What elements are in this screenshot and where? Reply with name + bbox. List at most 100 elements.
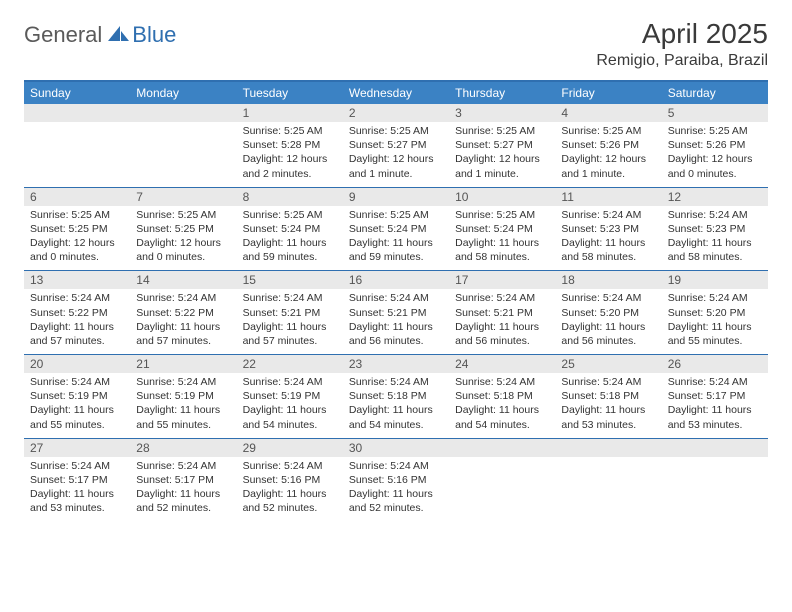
- logo: General Blue: [24, 22, 176, 48]
- sunrise-text: Sunrise: 5:25 AM: [136, 208, 230, 222]
- sunset-text: Sunset: 5:17 PM: [30, 473, 124, 487]
- sunset-text: Sunset: 5:16 PM: [349, 473, 443, 487]
- day-number: 12: [662, 188, 768, 206]
- daylight-text: Daylight: 11 hours and 58 minutes.: [455, 236, 549, 264]
- daylight-text: Daylight: 12 hours and 0 minutes.: [668, 152, 762, 180]
- day-body: Sunrise: 5:24 AMSunset: 5:23 PMDaylight:…: [555, 206, 661, 265]
- sunrise-text: Sunrise: 5:24 AM: [561, 208, 655, 222]
- day-body: Sunrise: 5:25 AMSunset: 5:27 PMDaylight:…: [343, 122, 449, 181]
- day-body: Sunrise: 5:24 AMSunset: 5:23 PMDaylight:…: [662, 206, 768, 265]
- weeks-container: 1Sunrise: 5:25 AMSunset: 5:28 PMDaylight…: [24, 104, 768, 521]
- sunrise-text: Sunrise: 5:24 AM: [136, 291, 230, 305]
- day-number: 5: [662, 104, 768, 122]
- day-cell: 27Sunrise: 5:24 AMSunset: 5:17 PMDayligh…: [24, 439, 130, 522]
- day-body: Sunrise: 5:24 AMSunset: 5:18 PMDaylight:…: [449, 373, 555, 432]
- day-cell: [449, 439, 555, 522]
- sunset-text: Sunset: 5:25 PM: [136, 222, 230, 236]
- day-cell: 11Sunrise: 5:24 AMSunset: 5:23 PMDayligh…: [555, 188, 661, 271]
- day-number: 4: [555, 104, 661, 122]
- daylight-text: Daylight: 11 hours and 53 minutes.: [668, 403, 762, 431]
- sunrise-text: Sunrise: 5:24 AM: [136, 375, 230, 389]
- day-cell: 3Sunrise: 5:25 AMSunset: 5:27 PMDaylight…: [449, 104, 555, 187]
- day-cell: 4Sunrise: 5:25 AMSunset: 5:26 PMDaylight…: [555, 104, 661, 187]
- day-body: Sunrise: 5:24 AMSunset: 5:18 PMDaylight:…: [555, 373, 661, 432]
- sunrise-text: Sunrise: 5:25 AM: [561, 124, 655, 138]
- day-body: Sunrise: 5:24 AMSunset: 5:19 PMDaylight:…: [24, 373, 130, 432]
- day-body: [130, 122, 236, 124]
- day-number: 19: [662, 271, 768, 289]
- dow-friday: Friday: [555, 82, 661, 104]
- day-cell: 30Sunrise: 5:24 AMSunset: 5:16 PMDayligh…: [343, 439, 449, 522]
- daylight-text: Daylight: 11 hours and 57 minutes.: [136, 320, 230, 348]
- day-number: 28: [130, 439, 236, 457]
- day-cell: 5Sunrise: 5:25 AMSunset: 5:26 PMDaylight…: [662, 104, 768, 187]
- daylight-text: Daylight: 11 hours and 56 minutes.: [455, 320, 549, 348]
- day-body: Sunrise: 5:24 AMSunset: 5:21 PMDaylight:…: [237, 289, 343, 348]
- day-cell: 21Sunrise: 5:24 AMSunset: 5:19 PMDayligh…: [130, 355, 236, 438]
- day-cell: 25Sunrise: 5:24 AMSunset: 5:18 PMDayligh…: [555, 355, 661, 438]
- daylight-text: Daylight: 11 hours and 57 minutes.: [30, 320, 124, 348]
- sunrise-text: Sunrise: 5:24 AM: [561, 375, 655, 389]
- sunrise-text: Sunrise: 5:24 AM: [561, 291, 655, 305]
- day-cell: 26Sunrise: 5:24 AMSunset: 5:17 PMDayligh…: [662, 355, 768, 438]
- sunrise-text: Sunrise: 5:24 AM: [30, 375, 124, 389]
- sunrise-text: Sunrise: 5:24 AM: [668, 375, 762, 389]
- sunset-text: Sunset: 5:24 PM: [243, 222, 337, 236]
- day-body: Sunrise: 5:25 AMSunset: 5:24 PMDaylight:…: [449, 206, 555, 265]
- day-body: Sunrise: 5:25 AMSunset: 5:25 PMDaylight:…: [24, 206, 130, 265]
- day-number: [130, 104, 236, 122]
- dow-tuesday: Tuesday: [237, 82, 343, 104]
- week-row: 20Sunrise: 5:24 AMSunset: 5:19 PMDayligh…: [24, 354, 768, 438]
- day-cell: [130, 104, 236, 187]
- sunset-text: Sunset: 5:21 PM: [243, 306, 337, 320]
- week-row: 1Sunrise: 5:25 AMSunset: 5:28 PMDaylight…: [24, 104, 768, 187]
- daylight-text: Daylight: 11 hours and 59 minutes.: [243, 236, 337, 264]
- sunrise-text: Sunrise: 5:25 AM: [455, 124, 549, 138]
- month-title: April 2025: [596, 18, 768, 50]
- day-cell: 15Sunrise: 5:24 AMSunset: 5:21 PMDayligh…: [237, 271, 343, 354]
- day-cell: 14Sunrise: 5:24 AMSunset: 5:22 PMDayligh…: [130, 271, 236, 354]
- daylight-text: Daylight: 12 hours and 1 minute.: [455, 152, 549, 180]
- sunrise-text: Sunrise: 5:24 AM: [668, 291, 762, 305]
- sunrise-text: Sunrise: 5:24 AM: [136, 459, 230, 473]
- title-block: April 2025 Remigio, Paraiba, Brazil: [596, 18, 768, 70]
- dow-sunday: Sunday: [24, 82, 130, 104]
- sunset-text: Sunset: 5:19 PM: [136, 389, 230, 403]
- day-number: 10: [449, 188, 555, 206]
- sunset-text: Sunset: 5:18 PM: [455, 389, 549, 403]
- header: General Blue April 2025 Remigio, Paraiba…: [24, 18, 768, 70]
- day-body: Sunrise: 5:25 AMSunset: 5:26 PMDaylight:…: [555, 122, 661, 181]
- day-number: 29: [237, 439, 343, 457]
- sunrise-text: Sunrise: 5:24 AM: [30, 291, 124, 305]
- sunrise-text: Sunrise: 5:24 AM: [243, 459, 337, 473]
- logo-sail-icon: [108, 24, 130, 47]
- sunset-text: Sunset: 5:23 PM: [561, 222, 655, 236]
- day-number: 18: [555, 271, 661, 289]
- day-number: 21: [130, 355, 236, 373]
- sunrise-text: Sunrise: 5:24 AM: [668, 208, 762, 222]
- day-number: 17: [449, 271, 555, 289]
- day-body: Sunrise: 5:25 AMSunset: 5:25 PMDaylight:…: [130, 206, 236, 265]
- day-body: Sunrise: 5:24 AMSunset: 5:21 PMDaylight:…: [343, 289, 449, 348]
- day-body: Sunrise: 5:25 AMSunset: 5:24 PMDaylight:…: [237, 206, 343, 265]
- sunset-text: Sunset: 5:24 PM: [455, 222, 549, 236]
- daylight-text: Daylight: 11 hours and 54 minutes.: [243, 403, 337, 431]
- day-body: Sunrise: 5:24 AMSunset: 5:21 PMDaylight:…: [449, 289, 555, 348]
- sunset-text: Sunset: 5:24 PM: [349, 222, 443, 236]
- day-number: [555, 439, 661, 457]
- daylight-text: Daylight: 12 hours and 1 minute.: [561, 152, 655, 180]
- sunrise-text: Sunrise: 5:25 AM: [668, 124, 762, 138]
- sunset-text: Sunset: 5:22 PM: [30, 306, 124, 320]
- calendar: Sunday Monday Tuesday Wednesday Thursday…: [24, 80, 768, 521]
- daylight-text: Daylight: 11 hours and 54 minutes.: [455, 403, 549, 431]
- day-cell: 12Sunrise: 5:24 AMSunset: 5:23 PMDayligh…: [662, 188, 768, 271]
- daylight-text: Daylight: 12 hours and 0 minutes.: [30, 236, 124, 264]
- sunset-text: Sunset: 5:23 PM: [668, 222, 762, 236]
- sunrise-text: Sunrise: 5:24 AM: [30, 459, 124, 473]
- day-of-week-header: Sunday Monday Tuesday Wednesday Thursday…: [24, 82, 768, 104]
- day-number: 11: [555, 188, 661, 206]
- sunrise-text: Sunrise: 5:24 AM: [349, 459, 443, 473]
- dow-monday: Monday: [130, 82, 236, 104]
- dow-saturday: Saturday: [662, 82, 768, 104]
- day-body: Sunrise: 5:24 AMSunset: 5:16 PMDaylight:…: [237, 457, 343, 516]
